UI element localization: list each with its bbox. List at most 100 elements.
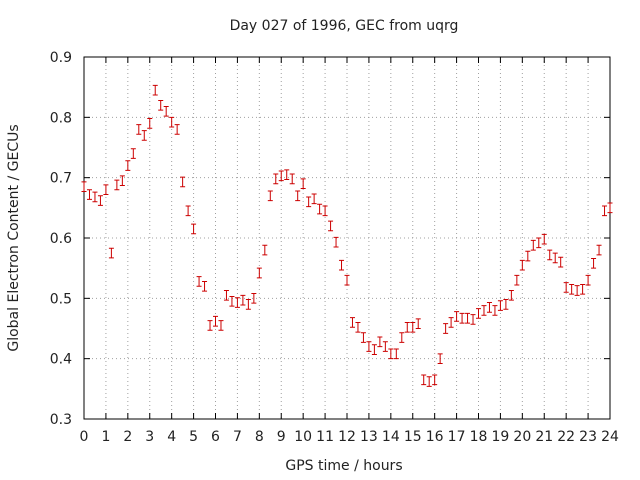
data-point	[503, 299, 509, 310]
data-point	[514, 274, 520, 286]
data-point	[580, 283, 586, 295]
x-tick-label: 19	[492, 429, 510, 445]
data-point	[410, 321, 416, 333]
data-point	[174, 124, 180, 135]
data-point	[273, 173, 279, 185]
x-tick-label: 13	[360, 429, 378, 445]
data-point	[278, 170, 284, 182]
x-tick-label: 2	[123, 429, 132, 445]
grid	[84, 57, 610, 419]
data-point	[103, 184, 109, 196]
data-point	[355, 321, 361, 333]
x-tick-label: 18	[470, 429, 488, 445]
data-point	[207, 320, 213, 331]
x-tick-label: 8	[255, 429, 264, 445]
y-tick-label: 0.8	[50, 110, 72, 126]
data-point	[141, 130, 147, 141]
data-point	[552, 252, 558, 264]
data-point	[585, 274, 591, 286]
y-tick-label: 0.7	[50, 171, 72, 187]
data-point	[295, 190, 301, 202]
x-tick-label: 21	[535, 429, 553, 445]
data-point	[591, 258, 597, 269]
data-point	[519, 259, 525, 271]
data-point	[607, 202, 613, 214]
y-tick-label: 0.9	[50, 50, 72, 66]
data-point	[465, 312, 471, 324]
data-series	[81, 84, 613, 387]
y-tick-label: 0.6	[50, 231, 72, 247]
data-point	[339, 259, 345, 271]
x-tick-label: 0	[80, 429, 89, 445]
data-point	[476, 308, 481, 319]
x-tick-label: 3	[145, 429, 154, 445]
x-tick-label: 12	[338, 429, 356, 445]
data-point	[328, 220, 334, 232]
data-point	[152, 84, 158, 96]
x-tick-label: 17	[448, 429, 466, 445]
data-point	[421, 374, 427, 386]
data-point	[602, 205, 608, 217]
data-point	[311, 193, 317, 205]
data-point	[196, 276, 202, 287]
chart-title: Day 027 of 1996, GEC from uqrg	[230, 18, 459, 34]
data-point	[284, 169, 290, 180]
data-point	[185, 205, 191, 217]
x-tick-label: 16	[426, 429, 444, 445]
data-point	[366, 341, 372, 352]
data-point	[415, 318, 421, 329]
x-tick-label: 9	[277, 429, 286, 445]
data-point	[169, 116, 175, 128]
data-point	[508, 289, 514, 301]
data-point	[530, 239, 536, 251]
data-point	[558, 256, 564, 268]
data-point	[234, 297, 240, 308]
data-point	[448, 317, 454, 328]
x-tick-label: 11	[316, 429, 334, 445]
data-point	[360, 332, 366, 343]
data-point	[459, 312, 465, 324]
data-point	[202, 280, 208, 292]
y-tick-label: 0.5	[50, 291, 72, 307]
x-tick-label: 5	[189, 429, 198, 445]
data-point	[262, 244, 268, 256]
data-point	[371, 344, 377, 355]
x-tick-label: 7	[233, 429, 242, 445]
plot-frame	[83, 56, 611, 420]
data-point	[92, 191, 98, 203]
data-point	[289, 173, 295, 185]
data-point	[344, 274, 350, 286]
data-point	[223, 289, 229, 301]
data-point	[443, 323, 449, 334]
data-point	[492, 305, 498, 316]
data-point	[130, 148, 136, 159]
x-tick-label: 4	[167, 429, 176, 445]
data-point	[525, 250, 531, 262]
data-point	[267, 190, 273, 202]
y-tick-labels: 0.3 0.4 0.5 0.6 0.7 0.8 0.9	[50, 50, 72, 428]
data-point	[596, 244, 602, 256]
data-point	[382, 341, 388, 352]
data-point	[218, 320, 224, 331]
data-point	[300, 178, 306, 190]
x-tick-label: 15	[404, 429, 422, 445]
data-point	[180, 176, 186, 188]
data-point	[306, 196, 312, 208]
data-point	[97, 195, 103, 206]
x-tick-label: 10	[294, 429, 312, 445]
data-point	[470, 314, 476, 325]
data-point	[245, 299, 251, 310]
data-point	[437, 353, 443, 364]
data-point	[119, 175, 125, 187]
x-tick-label: 1	[101, 429, 110, 445]
data-point	[388, 348, 394, 360]
data-point	[114, 179, 120, 191]
x-axis-title: GPS time / hours	[285, 458, 402, 474]
data-point	[229, 296, 235, 307]
data-point	[81, 181, 87, 193]
data-point	[147, 118, 153, 129]
x-tick-labels: 0 1 2 3 4 5 6 7 8 9 10 11 12 13 14 15 16 17 18 19 20 21 22 23 24	[80, 429, 619, 445]
data-point	[432, 374, 438, 386]
data-point	[497, 300, 503, 311]
